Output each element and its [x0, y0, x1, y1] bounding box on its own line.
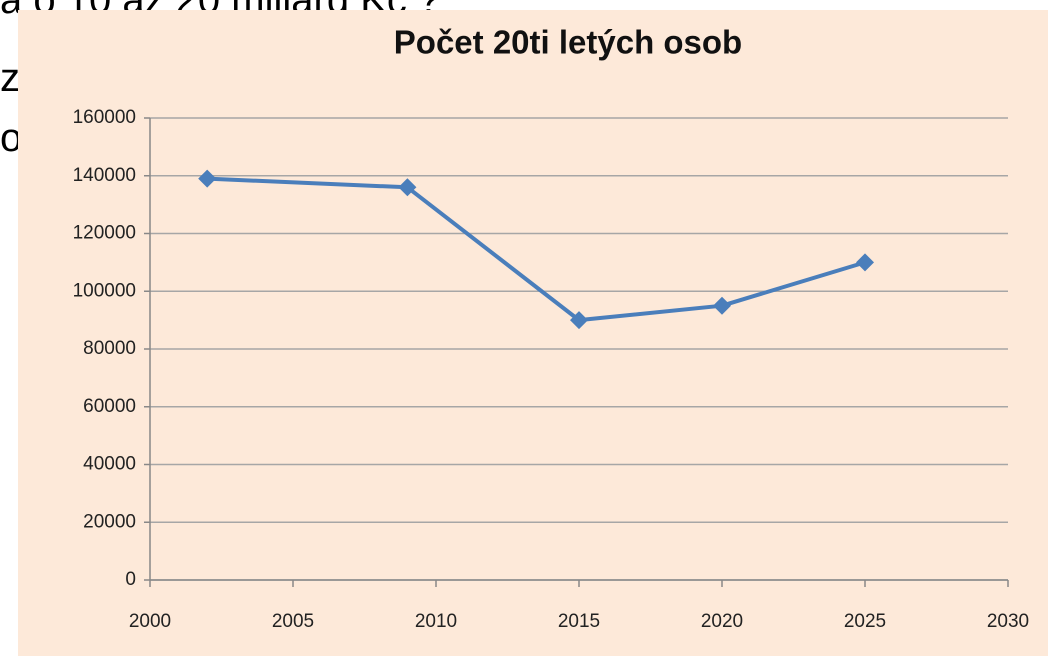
chart-background — [18, 10, 1048, 656]
background-text: o — [0, 116, 23, 160]
marker — [198, 169, 217, 188]
y-tick-label: 60000 — [83, 396, 136, 417]
x-tick-label: 2015 — [558, 611, 600, 632]
y-tick-label: 100000 — [73, 280, 136, 301]
background-text: z — [0, 56, 20, 100]
x-tick-label: 2000 — [129, 611, 171, 632]
x-tick-label: 2025 — [844, 611, 886, 632]
x-tick-label: 2005 — [272, 611, 314, 632]
x-tick-label: 2020 — [701, 611, 743, 632]
x-tick-label: 2010 — [415, 611, 457, 632]
y-tick-label: 80000 — [83, 338, 136, 359]
y-tick-label: 20000 — [83, 511, 136, 532]
x-tick-label: 2030 — [987, 611, 1029, 632]
y-tick-label: 120000 — [73, 223, 136, 244]
marker — [856, 253, 874, 272]
marker — [713, 296, 731, 315]
y-tick-label: 160000 — [73, 107, 136, 128]
y-tick-label: 0 — [125, 569, 136, 590]
y-tick-label: 140000 — [73, 165, 136, 186]
marker — [398, 178, 417, 197]
chart-title: Počet 20ti letých osob — [394, 24, 742, 61]
marker — [570, 311, 588, 330]
y-tick-label: 40000 — [83, 454, 136, 475]
